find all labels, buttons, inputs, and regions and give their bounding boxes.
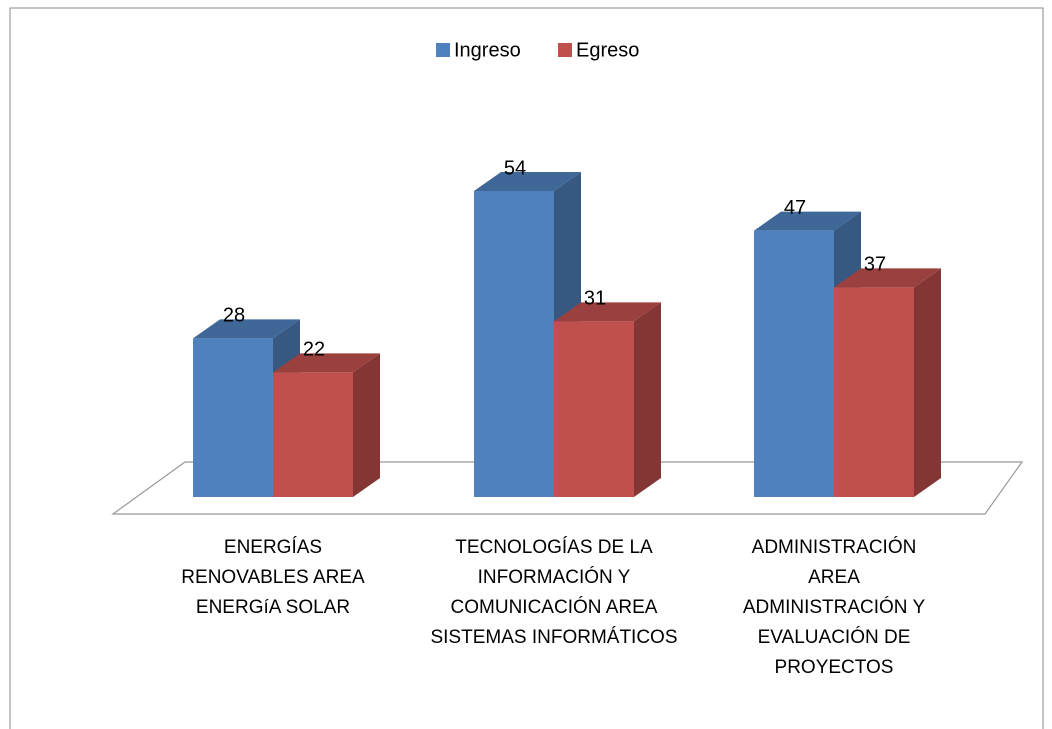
bar-face [554,321,634,497]
data-label: 31 [584,288,606,310]
bar-face [273,372,353,497]
bar [834,268,941,497]
bar-face [834,287,914,497]
bar-face [273,353,380,373]
bar-face [474,191,554,497]
x-tick-label: ENERGÍAS RENOVABLES AREA ENERGíA SOLAR [181,537,365,618]
data-label: 47 [784,197,806,219]
legend-swatch [436,43,450,57]
bar-face [193,338,273,497]
data-label: 22 [303,339,325,361]
bar-face [193,319,300,339]
data-label: 37 [864,254,886,276]
bar-face [554,302,661,322]
bar-face [634,302,661,497]
data-label: 54 [504,157,526,179]
bar [273,353,380,497]
bar-face [474,172,581,191]
chart-border [9,7,1044,729]
bar-face [834,268,941,288]
data-label: 28 [223,305,245,327]
floor [111,461,1024,515]
legend-label: Egreso [576,39,639,61]
legend-label: Ingreso [454,39,521,61]
bar-face [914,268,941,497]
x-tick-label: ADMINISTRACIÓN AREA ADMINISTRACIÓN Y EVA… [742,537,926,678]
bar [554,302,661,497]
bar-face [353,353,380,497]
x-tick-label: TECNOLOGÍAS DE LA INFORMACIÓN Y COMUNICA… [430,537,678,648]
bar-face [754,230,834,497]
bar-face [754,211,861,231]
legend-swatch [558,43,572,57]
